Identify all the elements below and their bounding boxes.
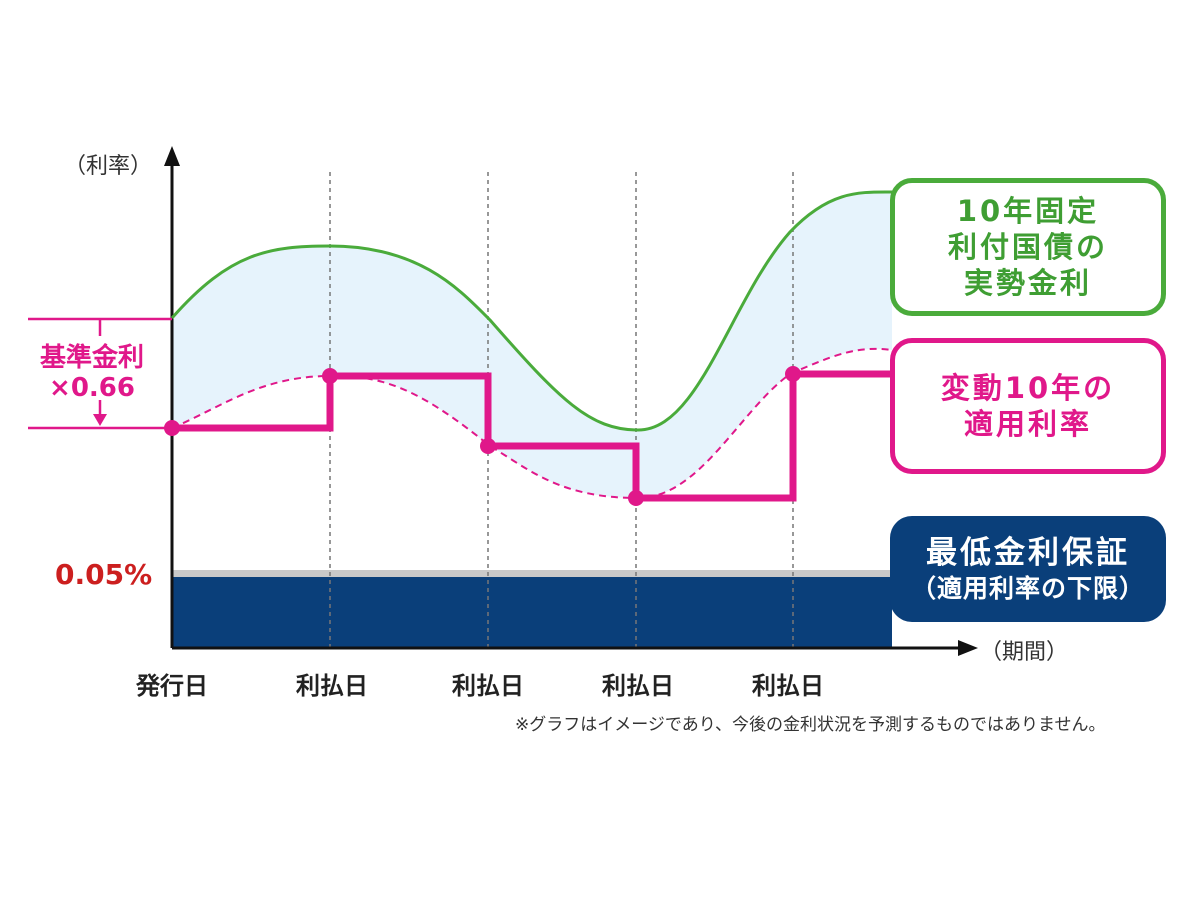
tick-issue-date: 発行日 bbox=[136, 672, 208, 700]
min-guarantee-legend-line-2: （適用利率の下限） bbox=[910, 573, 1145, 603]
disclaimer-note: ※グラフはイメージであり、今後の金利状況を予測するものではありません。 bbox=[515, 715, 1106, 735]
fixed-rate-legend-line-2: 利付国債の bbox=[947, 229, 1108, 264]
y-axis-arrow bbox=[164, 146, 180, 166]
floating-rate-legend-line-2: 適用利率 bbox=[963, 407, 1092, 441]
floating-rate-legend-line-1: 変動10年の bbox=[940, 370, 1116, 405]
base-rate-line-2: ×0.66 bbox=[49, 372, 135, 403]
reset-point-1 bbox=[164, 420, 180, 436]
reset-point-5 bbox=[785, 366, 801, 382]
rate-times-066-curve bbox=[171, 347, 893, 500]
applied-rate-step-line bbox=[172, 370, 892, 502]
reset-point-4 bbox=[628, 490, 644, 506]
tick-payment-date-3: 利払日 bbox=[602, 672, 674, 700]
min-guarantee-edge bbox=[172, 570, 892, 577]
payment-date-gridlines bbox=[329, 172, 794, 647]
fixed-rate-legend-line-1: 10年固定 bbox=[956, 193, 1100, 228]
fixed-rate-curve bbox=[170, 190, 893, 432]
tick-payment-date-1: 利払日 bbox=[296, 672, 368, 700]
reset-point-3 bbox=[480, 438, 496, 454]
y-axis-label: （利率） bbox=[64, 154, 153, 179]
min-guarantee-legend-line-1: 最低金利保証 bbox=[926, 535, 1130, 571]
tick-payment-date-2: 利払日 bbox=[452, 672, 524, 700]
bracket-arrow-icon bbox=[93, 414, 107, 426]
min-guarantee-legend-box: 最低金利保証 （適用利率の下限） bbox=[890, 516, 1166, 622]
x-axis-label: （期間） bbox=[980, 640, 1069, 665]
base-rate-line-1: 基準金利 bbox=[39, 343, 144, 373]
fixed-rate-legend-line-3: 実勢金利 bbox=[963, 266, 1092, 301]
fixed-rate-legend-box: 10年固定 利付国債の 実勢金利 bbox=[890, 178, 1166, 316]
base-rate-label: 基準金利 ×0.66 bbox=[22, 343, 162, 404]
tick-payment-date-4: 利払日 bbox=[752, 672, 824, 700]
min-guarantee-band bbox=[172, 577, 892, 647]
floating-rate-legend-box: 変動10年の 適用利率 bbox=[890, 338, 1166, 474]
x-axis-arrow bbox=[958, 640, 978, 656]
rate-reset-points bbox=[164, 366, 801, 506]
reset-point-2 bbox=[322, 368, 338, 384]
spread-band bbox=[172, 191, 892, 499]
min-rate-label: 0.05% bbox=[55, 558, 153, 591]
